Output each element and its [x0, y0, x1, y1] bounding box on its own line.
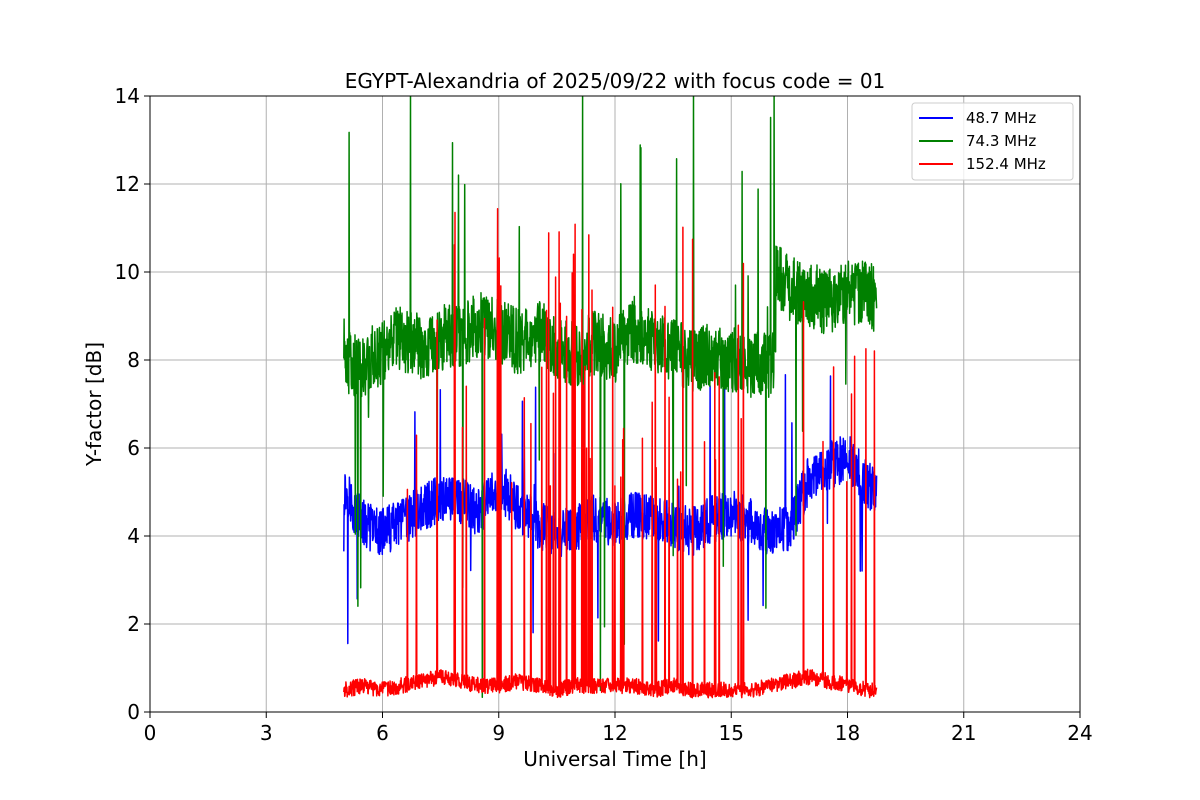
y-tick-label: 6	[127, 436, 140, 460]
y-tick-label: 10	[115, 260, 140, 284]
x-tick-label: 24	[1067, 721, 1092, 745]
x-tick-label: 18	[835, 721, 860, 745]
x-tick-label: 15	[719, 721, 744, 745]
series-line	[343, 371, 878, 645]
y-tick-label: 4	[127, 524, 140, 548]
x-axis-title: Universal Time [h]	[523, 747, 706, 771]
y-tick-label: 2	[127, 612, 140, 636]
x-tick-label: 21	[951, 721, 976, 745]
y-axis-title: Y-factor [dB]	[82, 342, 106, 467]
y-tick-label: 8	[127, 348, 140, 372]
x-tick-label: 6	[376, 721, 389, 745]
legend-label: 48.7 MHz	[966, 109, 1036, 127]
x-tick-label: 12	[602, 721, 627, 745]
series-line	[343, 208, 878, 699]
x-tick-label: 9	[492, 721, 505, 745]
legend-label: 74.3 MHz	[966, 132, 1036, 150]
x-tick-label: 3	[260, 721, 273, 745]
y-tick-label: 0	[127, 700, 140, 724]
chart-title: EGYPT-Alexandria of 2025/09/22 with focu…	[345, 69, 886, 93]
legend: 48.7 MHz 74.3 MHz 152.4 MHz	[911, 102, 1074, 181]
y-tick-label: 12	[115, 172, 140, 196]
legend-box	[911, 102, 1074, 181]
y-tick-label: 14	[115, 84, 140, 108]
series-line	[343, 96, 878, 699]
x-tick-label: 0	[144, 721, 157, 745]
legend-label: 152.4 MHz	[966, 155, 1046, 173]
series-layer	[343, 96, 878, 699]
